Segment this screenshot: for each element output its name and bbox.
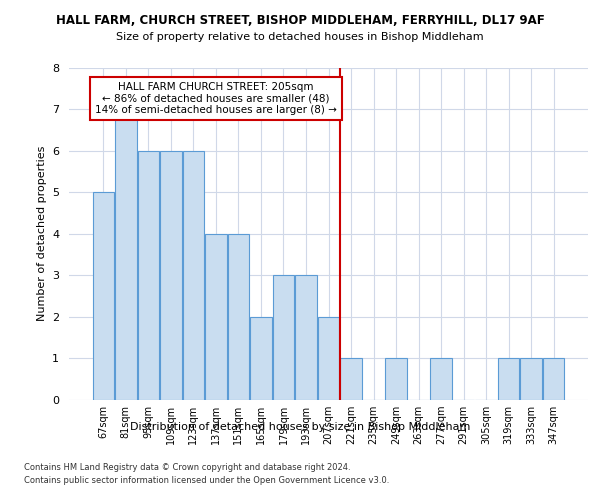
Text: Distribution of detached houses by size in Bishop Middleham: Distribution of detached houses by size …: [130, 422, 470, 432]
Y-axis label: Number of detached properties: Number of detached properties: [37, 146, 47, 322]
Bar: [295, 276, 317, 400]
Bar: [273, 276, 294, 400]
Text: Size of property relative to detached houses in Bishop Middleham: Size of property relative to detached ho…: [116, 32, 484, 42]
Bar: [340, 358, 362, 400]
Text: Contains HM Land Registry data © Crown copyright and database right 2024.: Contains HM Land Registry data © Crown c…: [24, 462, 350, 471]
Bar: [385, 358, 407, 400]
Bar: [115, 109, 137, 400]
Bar: [543, 358, 565, 400]
Bar: [318, 317, 339, 400]
Bar: [137, 150, 159, 400]
Bar: [228, 234, 249, 400]
Bar: [182, 150, 204, 400]
Text: HALL FARM CHURCH STREET: 205sqm
← 86% of detached houses are smaller (48)
14% of: HALL FARM CHURCH STREET: 205sqm ← 86% of…: [95, 82, 337, 115]
Text: Contains public sector information licensed under the Open Government Licence v3: Contains public sector information licen…: [24, 476, 389, 485]
Bar: [520, 358, 542, 400]
Bar: [205, 234, 227, 400]
Bar: [92, 192, 114, 400]
Bar: [250, 317, 272, 400]
Text: HALL FARM, CHURCH STREET, BISHOP MIDDLEHAM, FERRYHILL, DL17 9AF: HALL FARM, CHURCH STREET, BISHOP MIDDLEH…: [56, 14, 544, 27]
Bar: [160, 150, 182, 400]
Bar: [430, 358, 452, 400]
Bar: [498, 358, 520, 400]
